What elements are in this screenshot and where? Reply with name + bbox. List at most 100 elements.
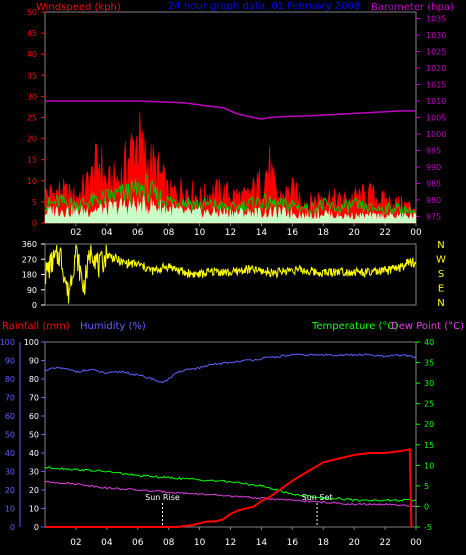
temperature-tick-label: 0 — [424, 502, 429, 511]
windspeed-axis-label: Windspeed (kph) — [36, 2, 121, 13]
barometer-axis-label: Barometer (hpa) — [371, 2, 454, 13]
rainfall-tick-label: 100 — [0, 338, 15, 347]
wind-x-tick-label: 10 — [194, 228, 206, 238]
rain-x-tick-label: 20 — [348, 538, 360, 548]
windspeed-tick-label: 20 — [27, 135, 37, 144]
temperature-tick-label: -5 — [424, 523, 432, 532]
wind-x-tick-label: 02 — [70, 228, 81, 238]
humidity-tick-label: 70 — [29, 394, 39, 403]
wind-x-tick-label: 04 — [101, 228, 113, 238]
temperature-tick-label: 10 — [424, 461, 434, 470]
barometer-tick-label: 1035 — [426, 15, 446, 24]
rain-x-tick-label: 04 — [101, 538, 113, 548]
humidity-tick-label: 100 — [24, 338, 39, 347]
temperature-tick-label: 40 — [424, 338, 434, 347]
rain-x-tick-label: 00 — [410, 538, 422, 548]
windspeed-tick-label: 50 — [27, 8, 37, 17]
wind-x-tick-label: 18 — [318, 228, 330, 238]
sunset-label: Sun Set — [302, 493, 333, 502]
temperature-tick-label: 35 — [424, 359, 434, 368]
windspeed-tick-label: 35 — [27, 71, 37, 80]
compass-label: E — [438, 284, 444, 295]
windspeed-tick-label: 40 — [27, 50, 37, 59]
rainfall-tick-label: 60 — [5, 412, 15, 421]
compass-label: N — [437, 240, 444, 251]
rain-x-tick-label: 22 — [379, 538, 390, 548]
rain-x-tick-label: 02 — [70, 538, 81, 548]
rain-x-tick-label: 08 — [163, 538, 175, 548]
direction-tick-label: 180 — [22, 271, 37, 280]
wind-x-tick-label: 12 — [225, 228, 236, 238]
wind-direction-series — [44, 244, 417, 304]
humidity-tick-label: 40 — [29, 449, 39, 458]
temperature-tick-label: 5 — [424, 482, 429, 491]
rainfall-tick-label: 50 — [5, 431, 15, 440]
rain-x-tick-label: 06 — [132, 538, 144, 548]
rainfall-tick-label: 40 — [5, 449, 15, 458]
barometer-tick-label: 975 — [426, 212, 441, 221]
barometer-tick-label: 995 — [426, 146, 441, 155]
humidity-tick-label: 0 — [34, 523, 39, 532]
wind-x-tick-label: 20 — [348, 228, 360, 238]
rainfall-axis-label: Rainfall (mm) — [2, 321, 70, 332]
windspeed-tick-label: 0 — [32, 219, 37, 228]
rainfall-tick-label: 10 — [5, 505, 15, 514]
rain-x-tick-label: 12 — [225, 538, 236, 548]
windspeed-tick-label: 45 — [27, 29, 37, 38]
rainfall-tick-label: 90 — [5, 357, 15, 366]
rain-panel-frame — [44, 341, 417, 528]
temperature-axis-label: Temperature (°C) — [311, 321, 398, 332]
barometer-tick-label: 990 — [426, 163, 441, 172]
humidity-axis-label: Humidity (%) — [80, 321, 146, 332]
barometer-tick-label: 1025 — [426, 48, 446, 57]
temperature-series — [44, 466, 417, 502]
barometer-tick-label: 1030 — [426, 31, 446, 40]
barometer-tick-label: 1005 — [426, 114, 446, 123]
sunrise-label: Sun Rise — [145, 493, 180, 502]
barometer-tick-label: 1015 — [426, 81, 446, 90]
wind-x-tick-label: 06 — [132, 228, 144, 238]
temperature-tick-label: 15 — [424, 441, 434, 450]
rainfall-tick-label: 0 — [10, 523, 15, 532]
dew-point-axis-label: Dew Point (°C) — [391, 321, 464, 332]
wind-x-tick-label: 14 — [256, 228, 268, 238]
temperature-tick-label: 30 — [424, 379, 434, 388]
rainfall-tick-label: 20 — [5, 486, 15, 495]
barometer-tick-label: 985 — [426, 179, 441, 188]
rain-x-tick-label: 16 — [287, 538, 299, 548]
humidity-tick-label: 80 — [29, 375, 39, 384]
temperature-tick-label: 25 — [424, 400, 434, 409]
compass-label: S — [438, 269, 444, 280]
compass-label: N — [437, 298, 444, 309]
barometer-series — [45, 100, 416, 120]
rain-x-tick-label: 14 — [256, 538, 268, 548]
humidity-tick-label: 10 — [29, 505, 39, 514]
wind-x-tick-label: 08 — [163, 228, 175, 238]
dew-point-series — [44, 480, 417, 507]
barometer-tick-label: 1010 — [426, 97, 446, 106]
rain-x-tick-label: 10 — [194, 538, 206, 548]
rainfall-tick-label: 80 — [5, 375, 15, 384]
humidity-tick-label: 90 — [29, 357, 39, 366]
humidity-series — [44, 353, 417, 384]
humidity-tick-label: 50 — [29, 431, 39, 440]
humidity-tick-label: 20 — [29, 486, 39, 495]
direction-tick-label: 270 — [22, 255, 37, 264]
wind-average-series — [44, 195, 417, 224]
rain-x-tick-label: 18 — [318, 538, 330, 548]
chart-title: 24 hour graph data. 01 February 2008 — [168, 1, 360, 12]
barometer-tick-label: 980 — [426, 196, 441, 205]
wind-x-tick-label: 00 — [410, 228, 422, 238]
windspeed-tick-label: 15 — [27, 156, 37, 165]
windspeed-tick-label: 25 — [27, 114, 37, 123]
rainfall-tick-label: 30 — [5, 468, 15, 477]
rainfall-tick-label: 70 — [5, 394, 15, 403]
windspeed-tick-label: 10 — [27, 177, 37, 186]
direction-tick-label: 0 — [32, 301, 37, 310]
windspeed-tick-label: 30 — [27, 92, 37, 101]
humidity-tick-label: 30 — [29, 468, 39, 477]
compass-label: W — [436, 255, 446, 266]
barometer-tick-label: 1020 — [426, 64, 446, 73]
barometer-tick-label: 1000 — [426, 130, 446, 139]
